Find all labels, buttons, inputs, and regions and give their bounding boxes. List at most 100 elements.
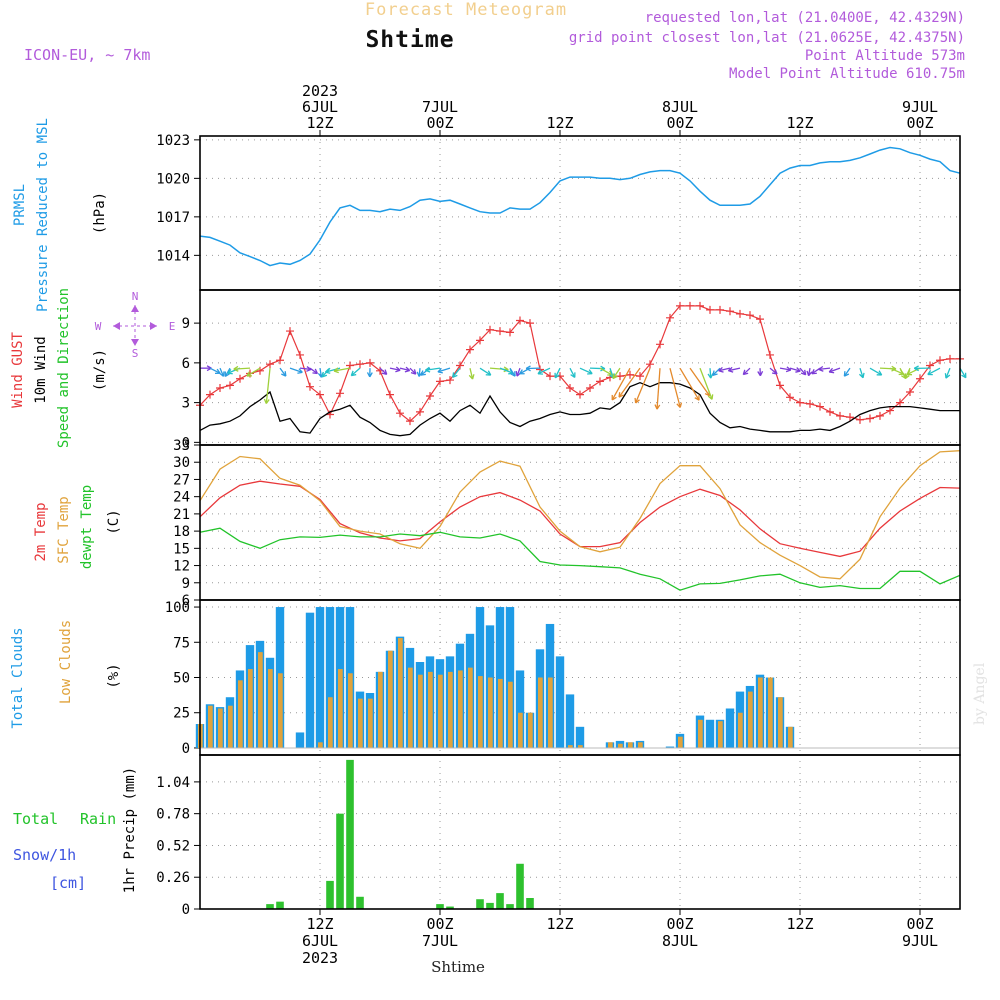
wind-arrow — [669, 367, 681, 408]
low-cloud-bar — [548, 677, 553, 748]
location-title: Shtime — [365, 27, 454, 53]
wind-arrow — [589, 367, 605, 370]
wind-10m-label: 10m Wind — [33, 336, 49, 403]
wind-arrow — [679, 367, 700, 401]
wind-arrowhead — [742, 369, 749, 376]
wind-arrowhead — [906, 369, 913, 376]
wind-ytick-label: 3 — [182, 396, 190, 412]
wind-arrowhead — [858, 372, 865, 379]
wind-ytick-label: 6 — [182, 356, 190, 372]
pressure-frame — [199, 135, 961, 291]
wind-arrow — [612, 367, 621, 379]
wind-arrowhead — [437, 367, 443, 374]
wind-arrowhead — [485, 370, 492, 376]
top-time-label: 00Z — [906, 114, 933, 132]
wind-arrow — [489, 367, 509, 371]
wind-ytick-label: 0 — [182, 435, 190, 451]
clouds-ytick-label: 25 — [173, 706, 190, 722]
wind-arrowhead — [913, 365, 919, 372]
wind-arrowhead — [214, 368, 221, 375]
temp-2m-label: 2m Temp — [33, 502, 49, 561]
low-cloud-bar — [738, 712, 743, 748]
low-cloud-bar — [778, 697, 783, 748]
temp-dewpt-label: dewpt Temp — [79, 485, 95, 569]
wind-arrow — [945, 367, 951, 379]
wind-arrowhead — [297, 368, 303, 374]
wind-gust-marker — [356, 360, 364, 369]
low-cloud-bar — [428, 671, 433, 748]
wind-arrowhead — [806, 370, 813, 377]
wind-arrow — [709, 368, 712, 379]
wind-arrow — [828, 367, 841, 373]
rain-bar — [346, 759, 354, 909]
wind-gust-marker — [726, 307, 734, 316]
temp-frame — [199, 444, 961, 601]
wind-arrowhead — [757, 370, 764, 377]
rain-bar — [476, 899, 484, 909]
wind-gust-marker — [416, 407, 424, 416]
wind-arrowhead — [654, 404, 661, 410]
wind-arrow — [469, 368, 474, 380]
wind-arrowhead — [404, 366, 411, 373]
wind-arrowhead — [381, 369, 388, 375]
low-clouds-label: Low Clouds — [58, 620, 74, 704]
wind-arrow — [224, 367, 231, 377]
top-time-label: 12Z — [786, 114, 813, 132]
low-cloud-bar — [328, 697, 333, 748]
low-cloud-bar — [368, 698, 373, 748]
wind-gust-marker — [906, 388, 914, 397]
total-cloud-bar — [575, 726, 585, 748]
low-cloud-bar — [618, 743, 623, 748]
top-time-label: 9JUL — [902, 98, 938, 116]
wind-arrow — [843, 367, 851, 377]
bottom-time-label: 00Z — [906, 915, 933, 933]
wind-gust-marker — [816, 402, 824, 411]
low-cloud-bar — [608, 742, 613, 748]
point-altitude: Point Altitude 573m — [805, 48, 965, 64]
total-cloud-bar — [725, 708, 735, 748]
low-cloud-bar — [678, 736, 683, 748]
wind-gust-marker — [216, 384, 224, 393]
wind-arrow — [409, 367, 417, 375]
wind-arrowhead — [676, 402, 683, 408]
low-cloud-bar — [788, 726, 793, 748]
wind-gust-marker — [366, 358, 374, 367]
low-cloud-bar — [758, 677, 763, 748]
low-cloud-bar — [278, 673, 283, 748]
wind-ytick-label: 9 — [182, 316, 190, 332]
clouds-ytick-label: 0 — [182, 741, 190, 757]
wind-arrowhead — [818, 365, 824, 372]
pressure-line — [199, 146, 961, 267]
wind-arrowhead — [321, 371, 328, 378]
top-time-label: 12Z — [546, 114, 573, 132]
model-label: ICON-EU, ~ 7km — [24, 46, 150, 64]
wind-gust-marker — [946, 354, 954, 363]
total-cloud-bar — [555, 656, 565, 748]
temp-ytick-label: 9 — [182, 576, 190, 592]
wind-gust-marker — [856, 415, 864, 424]
low-cloud-bar — [698, 719, 703, 748]
top-time-label: 7JUL — [422, 98, 458, 116]
wind-arrow — [869, 367, 883, 376]
wind-arrow — [656, 368, 661, 410]
rain-bar — [436, 904, 444, 909]
wind-arrow — [779, 367, 791, 371]
clouds-ytick-label: 50 — [173, 671, 190, 687]
precip-unit: 1hr Precip (mm) — [122, 767, 138, 893]
wind-gust-marker — [766, 350, 774, 359]
wind-arrow — [233, 367, 251, 370]
temp-unit: (C) — [106, 509, 122, 534]
wind-gust-marker — [866, 414, 874, 423]
low-cloud-bar — [418, 674, 423, 748]
low-cloud-bar — [228, 705, 233, 748]
low-cloud-bar — [358, 698, 363, 748]
wind-arrow — [452, 367, 461, 378]
wind-arrow — [906, 367, 921, 376]
wind-arrow — [418, 368, 421, 377]
pressure-ytick-label: 1020 — [156, 171, 190, 187]
low-cloud-bar — [578, 745, 583, 748]
low-cloud-bar — [718, 721, 723, 748]
wind-arrow — [425, 367, 441, 371]
sfc-temp-line — [199, 450, 961, 580]
